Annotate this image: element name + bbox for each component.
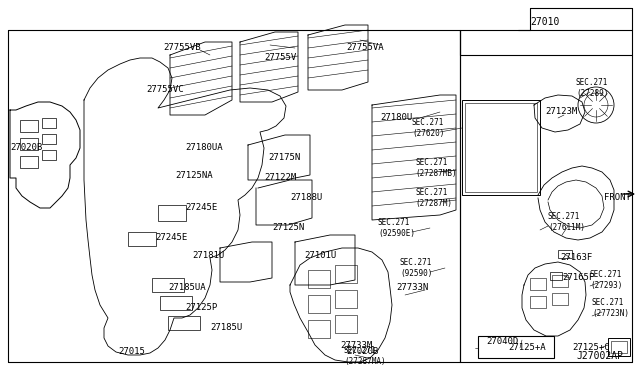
Bar xyxy=(558,250,572,258)
Text: 27755V: 27755V xyxy=(264,54,296,62)
Text: FRONT: FRONT xyxy=(604,193,631,202)
Bar xyxy=(550,272,562,280)
Bar xyxy=(462,100,540,195)
Bar xyxy=(478,336,554,358)
Text: 27040D: 27040D xyxy=(486,337,518,346)
Text: 27733N: 27733N xyxy=(396,283,428,292)
Bar xyxy=(160,296,192,310)
Text: SEC.271
(92590E): SEC.271 (92590E) xyxy=(378,218,415,238)
Bar xyxy=(20,156,38,168)
Text: J27002AP: J27002AP xyxy=(576,351,623,361)
Bar xyxy=(611,341,627,353)
Text: SEC.271
(27293): SEC.271 (27293) xyxy=(590,270,622,290)
Text: 27733M: 27733M xyxy=(340,341,372,350)
Text: 27755VB: 27755VB xyxy=(163,44,200,52)
Text: 27245E: 27245E xyxy=(155,234,188,243)
Text: 27125+C: 27125+C xyxy=(572,343,610,353)
Text: 27015: 27015 xyxy=(118,347,145,356)
Bar xyxy=(308,320,330,338)
Text: 27185UA: 27185UA xyxy=(168,283,205,292)
Text: 27123M: 27123M xyxy=(545,108,577,116)
Bar xyxy=(552,293,568,305)
Text: 27010: 27010 xyxy=(530,17,559,27)
Bar xyxy=(308,295,330,313)
Text: 27180U: 27180U xyxy=(380,113,412,122)
Bar xyxy=(335,265,357,283)
Bar xyxy=(128,232,156,246)
Text: 27163F: 27163F xyxy=(560,253,592,263)
Bar xyxy=(552,275,568,287)
Text: 27175N: 27175N xyxy=(268,154,300,163)
Text: 27125+A: 27125+A xyxy=(508,343,546,353)
Bar xyxy=(42,118,56,128)
Text: SEC.271
(27620): SEC.271 (27620) xyxy=(412,118,444,138)
Text: SEC.271
(27289): SEC.271 (27289) xyxy=(576,78,609,98)
Text: 27020B: 27020B xyxy=(10,144,42,153)
Bar xyxy=(335,315,357,333)
Text: 27181U: 27181U xyxy=(192,250,224,260)
Text: SEC.271
(92590): SEC.271 (92590) xyxy=(400,258,433,278)
Text: 27101U: 27101U xyxy=(304,250,336,260)
Bar xyxy=(152,278,184,292)
Text: SEC.271
(27287MB): SEC.271 (27287MB) xyxy=(415,158,456,178)
Text: 27180UA: 27180UA xyxy=(185,144,223,153)
Bar xyxy=(335,290,357,308)
Bar xyxy=(42,150,56,160)
Bar xyxy=(42,134,56,144)
Text: 27122M: 27122M xyxy=(264,173,296,183)
Text: 27188U: 27188U xyxy=(290,193,323,202)
Text: 27185U: 27185U xyxy=(210,324,243,333)
Bar xyxy=(608,338,630,356)
Text: SEC.271
(27611M): SEC.271 (27611M) xyxy=(548,212,585,232)
Bar xyxy=(465,103,537,192)
Text: 27755VC: 27755VC xyxy=(146,86,184,94)
Text: 27245E: 27245E xyxy=(185,203,217,212)
Text: 27125P: 27125P xyxy=(185,304,217,312)
Bar xyxy=(168,316,200,330)
Bar xyxy=(20,120,38,132)
Bar xyxy=(158,205,186,221)
Text: SEC.271
(27287MA): SEC.271 (27287MA) xyxy=(344,346,386,366)
Text: SEC.271
(27287M): SEC.271 (27287M) xyxy=(415,188,452,208)
Text: 27020B: 27020B xyxy=(346,347,378,356)
Bar xyxy=(20,138,38,150)
Text: 27755VA: 27755VA xyxy=(346,44,383,52)
Bar xyxy=(530,278,546,290)
Text: 27125N: 27125N xyxy=(272,224,304,232)
Bar xyxy=(308,270,330,288)
Text: 27125NA: 27125NA xyxy=(175,170,212,180)
Bar xyxy=(530,296,546,308)
Text: 27165F: 27165F xyxy=(562,273,595,282)
Text: SEC.271
(27723N): SEC.271 (27723N) xyxy=(592,298,629,318)
